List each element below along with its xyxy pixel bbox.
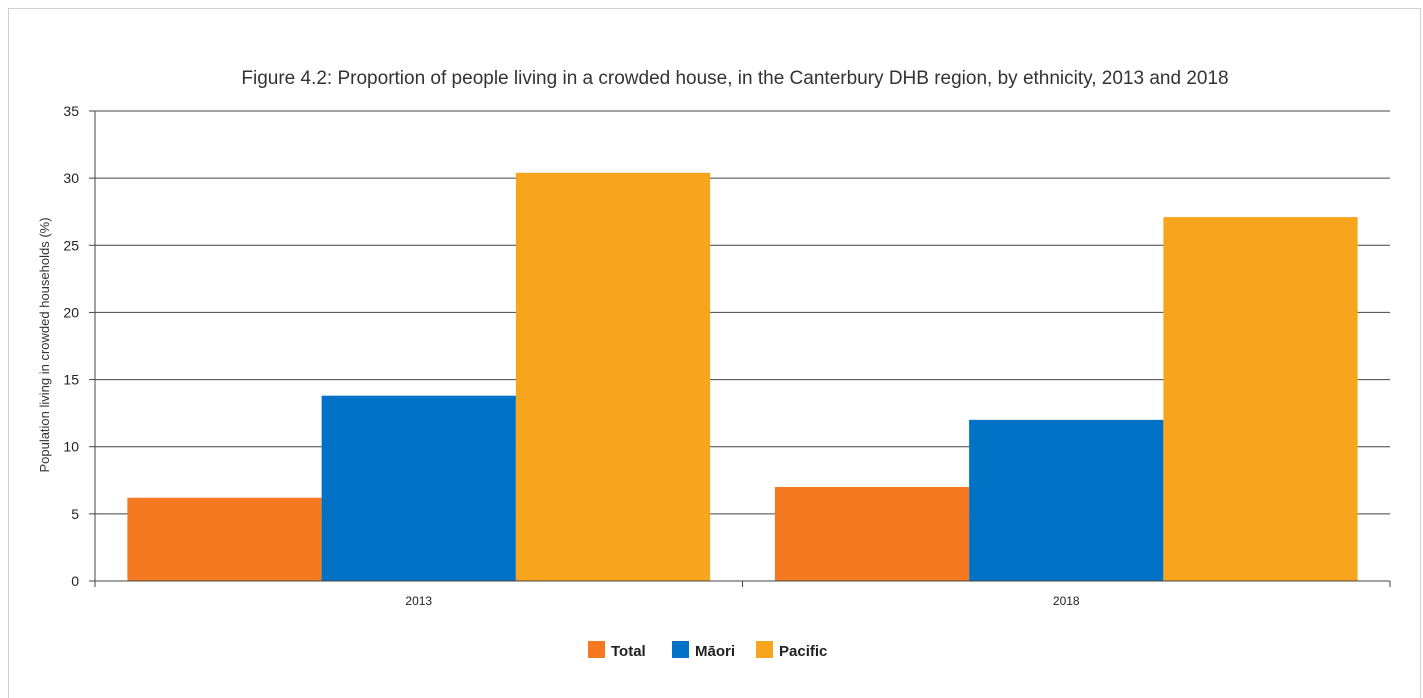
legend-swatch-m-ori [672, 641, 689, 658]
bars [127, 172, 1358, 582]
y-tick-label: 25 [63, 237, 79, 253]
y-tick-label: 10 [63, 439, 79, 455]
y-axis-ticks: 0 5 10 15 20 25 30 35 [63, 103, 95, 589]
y-tick-label: 15 [63, 372, 79, 388]
legend-swatch-pacific [756, 641, 773, 658]
bar-total-2018 [774, 487, 970, 581]
bar-pacific-2013 [515, 172, 711, 581]
bar-pacific-2018 [1163, 217, 1358, 582]
y-tick-label: 5 [71, 506, 79, 522]
y-tick-label: 30 [63, 170, 79, 186]
bar-m-ori-2018 [969, 419, 1164, 581]
legend: Total Māori Pacific [588, 641, 827, 660]
y-tick-label: 20 [63, 304, 79, 320]
chart-title: Figure 4.2: Proportion of people living … [241, 68, 1228, 89]
x-category-label: 2013 [405, 594, 432, 608]
bar-m-ori-2013 [321, 395, 516, 581]
x-axis-categories: 2013 2018 [405, 594, 1080, 608]
legend-label: Total [611, 643, 646, 660]
bar-total-2013 [127, 497, 322, 581]
y-tick-label: 0 [71, 573, 79, 589]
x-category-label: 2018 [1053, 594, 1080, 608]
legend-swatch-total [588, 641, 605, 658]
legend-label: Māori [695, 643, 735, 660]
legend-label: Pacific [779, 643, 827, 660]
y-axis-label: Population living in crowded households … [37, 217, 52, 472]
axes [94, 111, 1391, 587]
y-tick-label: 35 [63, 103, 79, 119]
